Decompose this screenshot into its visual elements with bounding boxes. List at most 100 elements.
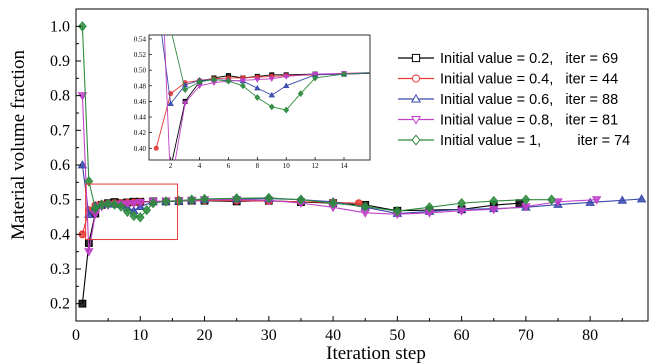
- series-5-point: [142, 204, 152, 216]
- y-tick-label: 0.5: [50, 192, 70, 209]
- y-tick-label: 0.6: [50, 157, 70, 174]
- inset-series-5-point: [211, 76, 217, 83]
- series-5-point: [90, 203, 100, 214]
- chart-legend: Initial value = 0.2, iter = 69 Initial va…: [398, 51, 630, 149]
- series-4-point: [591, 196, 602, 205]
- x-tick-label: 40: [325, 327, 341, 344]
- inset-series-5-point: [225, 77, 232, 85]
- series-5-point: [547, 194, 556, 205]
- inset-series-4-point: [268, 76, 275, 83]
- series-5-point: [187, 194, 197, 205]
- legend-label-4: Initial value = 0.8, iter = 81: [440, 113, 618, 129]
- series-5-point: [425, 202, 434, 213]
- inset-x-tick-label: 10: [283, 162, 291, 170]
- series-5-point: [148, 197, 158, 209]
- series-5-point: [174, 195, 184, 206]
- inset-series-1-point: [371, 71, 375, 75]
- x-tick-label: 80: [582, 327, 598, 344]
- inset-series-4-point: [168, 186, 173, 190]
- legend-label-2: Initial value = 0.4, iter = 44: [440, 72, 618, 88]
- x-tick-label: 20: [197, 327, 213, 344]
- inset-x-tick-label: 14: [341, 162, 349, 170]
- series-5-point: [392, 205, 402, 217]
- inset-series-5-point: [196, 78, 203, 86]
- inset-series-5-point: [254, 94, 261, 101]
- series-5-point: [161, 196, 171, 207]
- x-tick-label: 60: [454, 327, 470, 344]
- inset-series-3-point: [283, 82, 290, 88]
- inset-y-tick-label: 0.40: [134, 145, 147, 153]
- series-5-point: [103, 198, 113, 210]
- x-tick-label: 0: [72, 327, 80, 344]
- inset-series-4-point: [239, 78, 247, 84]
- inset-plot: 2 4 6 8 10 12 14 0.40 0.42 0.44 0.46 0.48 0.50 0.52 0…: [134, 26, 375, 307]
- series-5-point: [84, 176, 94, 187]
- series-3-point: [636, 194, 647, 203]
- inset-series-3-point: [254, 84, 261, 91]
- inset-series-line-5: [171, 35, 370, 111]
- y-tick-label: 1.0: [50, 18, 70, 35]
- inset-y-tick-label: 0.46: [134, 98, 147, 106]
- y-tick-label: 0.2: [50, 296, 70, 313]
- inset-y-tick-label: 0.48: [134, 82, 147, 90]
- series-5-point: [129, 210, 139, 222]
- inset-series-3-point: [167, 100, 174, 106]
- inset-y-tick-label: 0.52: [134, 51, 147, 59]
- series-5-point: [328, 197, 338, 209]
- inset-series-4-point: [283, 74, 290, 80]
- inset-series-5-point: [371, 70, 375, 75]
- x-tick-label: 10: [132, 327, 148, 344]
- inset-x-tick-label: 2: [169, 162, 173, 170]
- y-tick-label: 0.8: [50, 88, 70, 105]
- zoom-highlight-box: [85, 183, 179, 241]
- series-4-point: [122, 200, 133, 209]
- series-4-point: [77, 92, 88, 101]
- series-5-point: [264, 192, 274, 204]
- x-tick-label: 50: [389, 327, 405, 344]
- inset-series-1-point: [154, 303, 158, 307]
- inset-series-5-point: [268, 103, 275, 111]
- legend-marker-2: [411, 74, 421, 83]
- series-1-point: [515, 199, 524, 208]
- series-5-point: [489, 195, 499, 207]
- series-5-point: [232, 193, 242, 204]
- inset-series-4-point: [369, 70, 370, 71]
- inset-series-4-point: [181, 100, 189, 107]
- series-4-point: [135, 199, 146, 208]
- series-5-point: [78, 21, 87, 32]
- inset-series-3-point: [268, 91, 275, 98]
- series-5-point: [200, 193, 209, 205]
- series-3-point: [617, 195, 628, 204]
- x-tick-label: 70: [518, 327, 534, 344]
- series-5-point: [360, 201, 370, 212]
- series-4-point: [84, 248, 94, 257]
- series-3-point: [585, 197, 595, 206]
- legend-marker-1: [411, 53, 421, 63]
- inset-series-2-point: [371, 71, 375, 75]
- y-tick-label: 0.9: [50, 53, 70, 70]
- inset-series-5-point: [312, 74, 318, 82]
- inset-series-5-point: [341, 70, 347, 78]
- series-4-point: [488, 205, 499, 215]
- series-5-point: [457, 197, 467, 209]
- x-tick-label: 30: [261, 327, 277, 344]
- inset-series-5-point: [168, 26, 172, 31]
- series-line-1: [81, 200, 520, 304]
- series-5-point: [123, 206, 132, 217]
- inset-series-4-point: [254, 77, 261, 83]
- y-tick-label: 0.4: [50, 226, 70, 243]
- legend-marker-5: [411, 134, 421, 146]
- series-5-point: [296, 194, 306, 205]
- legend-marker-4: [410, 115, 422, 125]
- legend-label-1: Initial value = 0.2, iter = 69: [440, 51, 618, 67]
- series-5-point: [110, 199, 119, 210]
- inset-series-2-point: [153, 145, 159, 151]
- legend-label-3: Initial value = 0.6, iter = 88: [440, 92, 618, 108]
- inset-y-tick-label: 0.50: [134, 67, 147, 75]
- series-5-point: [116, 201, 126, 212]
- inset-series-4-point: [311, 71, 319, 78]
- inset-y-tick-label: 0.42: [134, 129, 147, 137]
- inset-y-tick-label: 0.44: [134, 114, 147, 122]
- legend-label-5: Initial value = 1, iter = 74: [440, 133, 630, 149]
